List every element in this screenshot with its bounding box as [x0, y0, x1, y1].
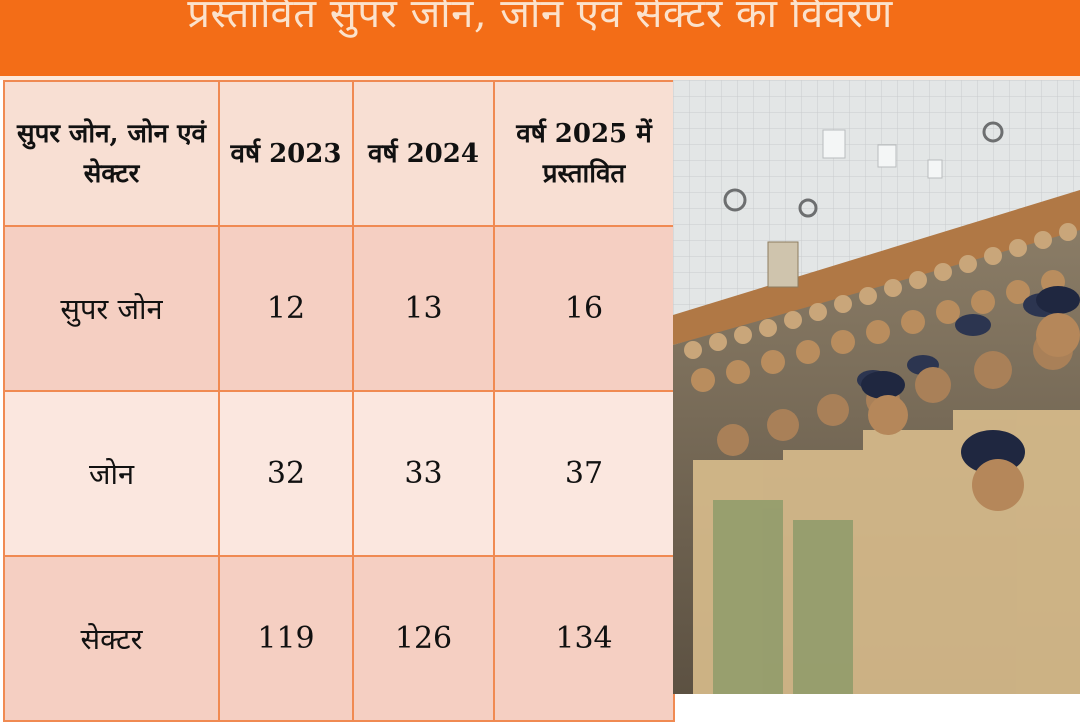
- wall-fan: [982, 121, 1004, 143]
- header-year-2024: वर्ष 2024: [352, 80, 495, 227]
- header-category: सुपर जोन, जोन एवं सेक्टर: [3, 80, 220, 227]
- cell-2024: 33: [352, 390, 495, 557]
- row-label: सेक्टर: [3, 555, 220, 722]
- cell-2025: 16: [493, 225, 675, 392]
- cell-2025: 37: [493, 390, 675, 557]
- table-row: सेक्टर 119 126 134: [3, 555, 675, 722]
- wall-light: [822, 129, 846, 159]
- banner-divider: [0, 76, 1080, 80]
- wood-panel: [673, 190, 1080, 345]
- door: [767, 241, 799, 288]
- auditorium-photo: [673, 80, 1080, 694]
- table-header-row: सुपर जोन, जोन एवं सेक्टर वर्ष 2023 वर्ष …: [3, 80, 675, 227]
- header-year-2023: वर्ष 2023: [218, 80, 354, 227]
- cell-2025: 134: [493, 555, 675, 722]
- cell-2024: 126: [352, 555, 495, 722]
- title-banner: प्रस्तावित सुपर जोन, जोन एवं सेक्टर का व…: [0, 0, 1080, 76]
- page-title: प्रस्तावित सुपर जोन, जोन एवं सेक्टर का व…: [187, 0, 893, 37]
- row-label: जोन: [3, 390, 220, 557]
- crowd: [684, 223, 1080, 694]
- wall-fan: [723, 188, 747, 212]
- wall-light: [927, 159, 943, 179]
- wall-light: [877, 144, 897, 168]
- row-label: सुपर जोन: [3, 225, 220, 392]
- cell-2023: 32: [218, 390, 354, 557]
- header-year-2025-proposed: वर्ष 2025 में प्रस्तावित: [493, 80, 675, 227]
- table-row: जोन 32 33 37: [3, 390, 675, 557]
- table-row: सुपर जोन 12 13 16: [3, 225, 675, 392]
- wall-fan: [798, 198, 818, 218]
- cell-2023: 119: [218, 555, 354, 722]
- zone-sector-table: सुपर जोन, जोन एवं सेक्टर वर्ष 2023 वर्ष …: [3, 80, 675, 722]
- cell-2023: 12: [218, 225, 354, 392]
- auditorium-illustration: [673, 80, 1080, 694]
- cell-2024: 13: [352, 225, 495, 392]
